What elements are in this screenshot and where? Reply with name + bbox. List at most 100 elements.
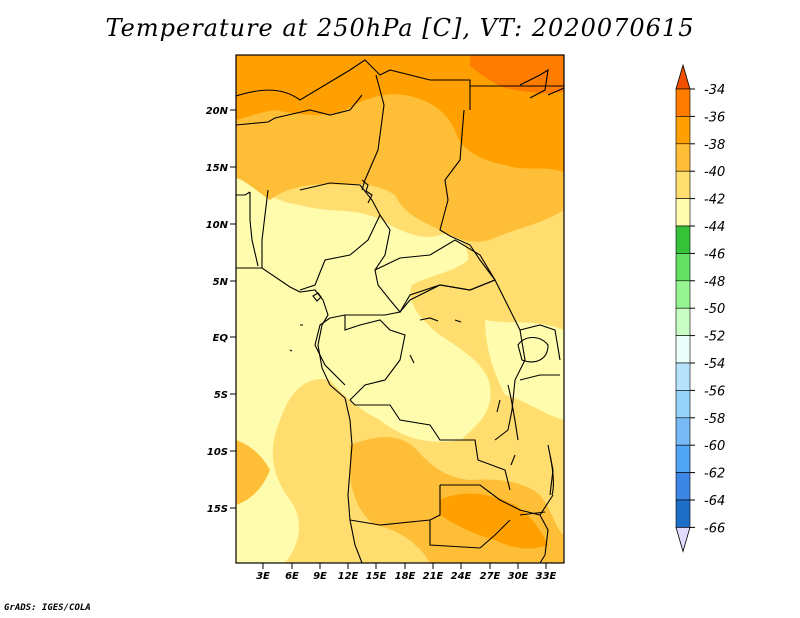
lat-tick: 5S (214, 390, 236, 401)
chart-title: Temperature at 250hPa [C], VT: 202007061… (105, 14, 695, 42)
colorbar-label: -42 (704, 193, 725, 208)
colorbar-swatch (675, 444, 691, 473)
lat-label: 15S (207, 504, 228, 515)
lat-tick: 5N (213, 277, 236, 288)
border-lake-malawi (549, 454, 555, 496)
colorbar-label: -66 (704, 521, 725, 536)
coast-small-islands (289, 292, 322, 352)
colorbar-swatch (675, 335, 691, 364)
colorbar-label: -46 (704, 247, 725, 262)
lat-tick: 20N (206, 106, 236, 117)
colorbar-label: -48 (704, 275, 725, 290)
lat-label: EQ (213, 333, 229, 344)
lat-label: 5S (214, 390, 228, 401)
border-nigeria (299, 182, 381, 291)
border-ghana (236, 191, 251, 196)
lon-tick: 15E (366, 563, 387, 582)
lat-tick: EQ (213, 333, 236, 344)
lat-tick: 15N (206, 163, 236, 174)
border-lake-tanganyika (507, 384, 519, 441)
lon-tick: 21E (423, 563, 444, 582)
lon-tick: 9E (313, 563, 327, 582)
colorbar-swatch (675, 143, 691, 172)
credit-text: GrADS: IGES/COLA (4, 603, 91, 613)
lon-label: 9E (313, 571, 327, 582)
field-hot-north (236, 55, 564, 172)
colorbar-label: -34 (704, 83, 725, 98)
colorbar-top-arrow (675, 63, 691, 90)
latitude-axis: 20N 15N 10N 5N EQ 5S 10S 15S (206, 106, 236, 515)
colorbar-label: -38 (704, 138, 725, 153)
colorbar-label: -56 (704, 384, 725, 399)
field-hottest-ne (470, 55, 564, 94)
lon-label: 3E (256, 571, 270, 582)
border-car (374, 239, 496, 313)
lat-label: 10S (207, 447, 228, 458)
border-tanzania (519, 374, 560, 381)
lon-label: 21E (423, 571, 444, 582)
coastline-west (236, 267, 363, 563)
border-zambia (440, 484, 554, 516)
colorbar-swatch (675, 170, 691, 199)
temperature-field (236, 55, 564, 563)
lat-label: 10N (206, 220, 229, 231)
colorbar-swatch (675, 88, 691, 117)
field-pale-west (236, 175, 491, 563)
colorbar-label: -54 (704, 357, 725, 372)
border-mali-niger (236, 94, 363, 126)
lon-tick: 3E (256, 563, 270, 582)
country-borders (236, 59, 564, 563)
lat-tick: 10S (207, 447, 236, 458)
lon-label: 30E (508, 571, 529, 582)
field-pale-east (485, 320, 564, 420)
border-drc-angola (349, 399, 511, 491)
colorbar-swatch (675, 472, 691, 501)
lon-tick: 33E (536, 563, 557, 582)
field-hot-south (440, 493, 548, 549)
border-drc-east (494, 329, 526, 441)
colorbar-swatch (675, 280, 691, 309)
border-sahara-north (236, 59, 471, 110)
colorbar-label: -52 (704, 330, 725, 345)
lon-tick: 18E (395, 563, 416, 582)
lon-tick: 27E (480, 563, 501, 582)
field-warm-sw (236, 440, 270, 505)
colorbar: -34 -36 -38 -40 -42 -44 -46 -48 -50 -52 -54 -56 -58 -… (675, 63, 725, 553)
lon-tick: 30E (508, 563, 529, 582)
map-frame (235, 54, 565, 564)
colorbar-label: -62 (704, 467, 725, 482)
colorbar-swatch (675, 499, 691, 528)
lat-label: 20N (206, 106, 229, 117)
lat-label: 15N (206, 163, 229, 174)
kariba (519, 511, 546, 516)
lat-tick: 10N (206, 220, 236, 231)
lat-label: 5N (213, 277, 229, 288)
border-niger-chad (361, 74, 385, 191)
colorbar-label: -58 (704, 412, 725, 427)
lon-label: 27E (480, 571, 501, 582)
colorbar-label: -40 (704, 165, 725, 180)
lon-tick: 12E (338, 563, 359, 582)
colorbar-label: -36 (704, 110, 725, 125)
longitude-axis: 3E 6E 9E 12E 15E 18E 21E 24E 27E 30E 33E (256, 563, 557, 582)
lon-tick: 6E (285, 563, 299, 582)
colorbar-label: -44 (704, 220, 725, 235)
colorbar-swatch (675, 307, 691, 336)
border-uganda (519, 324, 561, 361)
lon-label: 6E (285, 571, 299, 582)
lon-tick: 24E (451, 563, 472, 582)
colorbar-swatch (675, 198, 691, 227)
border-congo (344, 315, 406, 401)
lon-label: 12E (338, 571, 359, 582)
colorbar-label: -60 (704, 439, 725, 454)
colorbar-label: -64 (704, 494, 725, 509)
sinai-coast (519, 68, 549, 99)
lon-label: 18E (395, 571, 416, 582)
lat-tick: 15S (207, 504, 236, 515)
border-togo (249, 192, 259, 267)
colorbar-label: -50 (704, 302, 725, 317)
colorbar-bottom-arrow (675, 527, 691, 553)
border-drc-north (399, 279, 521, 331)
lon-label: 33E (536, 571, 557, 582)
